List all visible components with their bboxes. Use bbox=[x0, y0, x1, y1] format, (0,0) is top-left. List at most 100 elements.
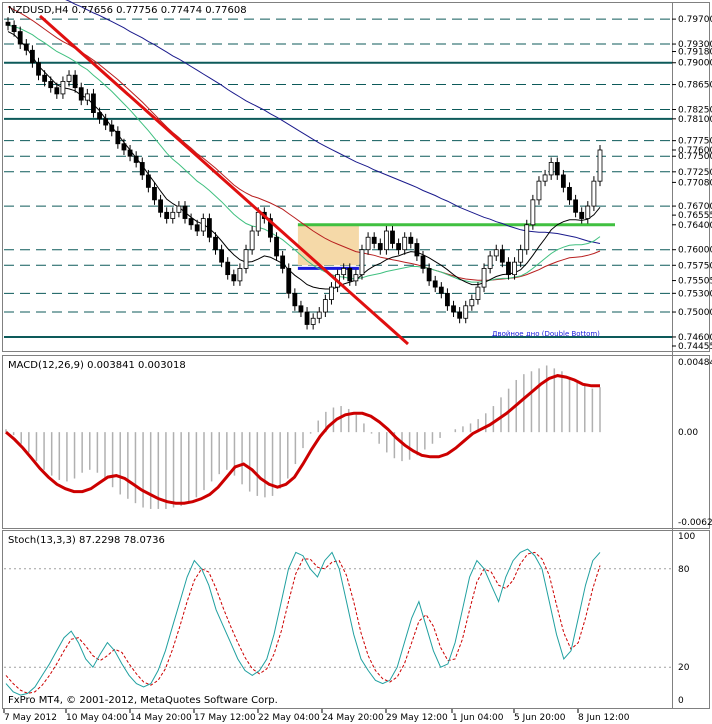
macd-scale-label: 0.00484 bbox=[678, 358, 712, 368]
candle-body bbox=[36, 62, 41, 76]
candle-body bbox=[310, 317, 316, 325]
candle-body bbox=[5, 21, 11, 26]
ma-green-line bbox=[7, 24, 601, 283]
price-label: 0.77080 bbox=[678, 178, 712, 188]
candle-body bbox=[213, 236, 218, 251]
candle-body bbox=[182, 205, 188, 219]
candle-body bbox=[383, 230, 389, 251]
candle-body bbox=[506, 261, 511, 276]
candle-body bbox=[304, 311, 310, 325]
price-levels bbox=[4, 18, 672, 338]
candle-body bbox=[139, 162, 145, 176]
candle-body bbox=[237, 268, 243, 282]
time-label: 17 May 12:00 bbox=[194, 713, 256, 723]
macd-scale-label: -0.00620 bbox=[678, 518, 712, 528]
candle-body bbox=[30, 49, 35, 64]
candle-body bbox=[371, 236, 377, 244]
time-axis: 7 May 2012 10 May 04:00 14 May 20:00 17 May… bbox=[3, 709, 630, 723]
candle-body bbox=[390, 230, 395, 244]
candle-body bbox=[243, 249, 249, 269]
candle-body bbox=[573, 199, 578, 213]
ma-red-line bbox=[7, 6, 601, 281]
stoch-panel bbox=[2, 530, 710, 709]
stoch-scale-label: 100 bbox=[678, 532, 695, 542]
candle-body bbox=[469, 299, 475, 307]
stoch-signal-line bbox=[5, 551, 601, 694]
candle-body bbox=[249, 230, 255, 251]
candle-body bbox=[347, 268, 353, 282]
candle-body bbox=[72, 74, 78, 89]
price-label: 0.77600 bbox=[678, 146, 712, 156]
candle-body bbox=[103, 118, 109, 126]
candle-body bbox=[188, 218, 194, 226]
copyright: FxPro MT4, © 2001-2012, MetaQuotes Softw… bbox=[8, 695, 278, 706]
price-label: 0.76555 bbox=[678, 211, 712, 221]
stoch-scale-label: 20 bbox=[678, 663, 690, 673]
time-label: 10 May 04:00 bbox=[66, 713, 128, 723]
candle-body bbox=[219, 249, 225, 263]
macd-scale-label: 0.00 bbox=[678, 428, 698, 438]
pattern-annotation: Двойное дно (Double Bottom) bbox=[492, 330, 600, 338]
candle-body bbox=[585, 205, 591, 219]
candle-body bbox=[493, 249, 499, 257]
candle-body bbox=[225, 261, 231, 276]
price-label: 0.74455 bbox=[678, 342, 712, 352]
time-label: 8 Jun 12:00 bbox=[578, 713, 630, 723]
price-panel bbox=[2, 2, 710, 352]
candle-body bbox=[359, 249, 365, 276]
candle-body bbox=[353, 274, 359, 282]
price-label: 0.74600 bbox=[678, 333, 712, 343]
candle-body bbox=[518, 249, 524, 263]
candle-body bbox=[560, 174, 566, 188]
price-label: 0.79700 bbox=[678, 15, 712, 25]
stoch-title: Stoch(13,3,3) 87.2298 78.0736 bbox=[8, 535, 165, 546]
candle-body bbox=[322, 299, 328, 313]
candle-body bbox=[341, 268, 347, 276]
candle-body bbox=[457, 311, 463, 319]
candle-body bbox=[396, 243, 401, 251]
price-label: 0.76400 bbox=[678, 221, 712, 231]
candle-body bbox=[463, 305, 469, 319]
candle-body bbox=[54, 87, 60, 95]
price-label: 0.75300 bbox=[678, 289, 712, 299]
candle-body bbox=[451, 305, 456, 313]
candle-body bbox=[542, 174, 548, 182]
price-label: 0.79000 bbox=[678, 59, 712, 69]
candle-body bbox=[365, 236, 371, 251]
candle-body bbox=[377, 243, 383, 251]
time-label: 5 Jun 20:00 bbox=[514, 713, 566, 723]
candle-body bbox=[445, 292, 450, 307]
price-label: 0.77250 bbox=[678, 168, 712, 178]
price-label: 0.75750 bbox=[678, 261, 712, 271]
candle-body bbox=[487, 255, 493, 269]
candle-body bbox=[316, 311, 322, 319]
symbol-title: NZDUSD,H4 0.77656 0.77756 0.77474 0.7760… bbox=[8, 5, 247, 16]
consolidation-box bbox=[297, 224, 359, 266]
candle-body bbox=[164, 211, 170, 219]
macd-title: MACD(12,26,9) 0.003841 0.003018 bbox=[8, 360, 186, 371]
time-label: 14 May 20:00 bbox=[130, 713, 192, 723]
candle-body bbox=[548, 162, 554, 176]
candle-body bbox=[176, 205, 182, 213]
candle-body bbox=[48, 81, 54, 89]
time-label: 24 May 20:00 bbox=[322, 713, 384, 723]
candle-body bbox=[255, 211, 261, 232]
stochastic-indicator: 100 80 20 0 bbox=[4, 532, 695, 706]
candle-body bbox=[158, 199, 163, 213]
price-label: 0.78100 bbox=[678, 115, 712, 125]
price-label: 0.78650 bbox=[678, 81, 712, 91]
candle-body bbox=[133, 155, 139, 163]
candle-body bbox=[11, 24, 17, 32]
candle-body bbox=[145, 174, 151, 188]
candle-body bbox=[280, 255, 286, 269]
price-label: 0.78250 bbox=[678, 105, 712, 115]
candle-body bbox=[127, 149, 133, 157]
candle-body bbox=[481, 268, 487, 288]
price-label: 0.75000 bbox=[678, 308, 712, 318]
candle-body bbox=[121, 143, 127, 151]
candle-body bbox=[579, 211, 585, 219]
candle-body bbox=[60, 81, 66, 95]
price-label: 0.76700 bbox=[678, 202, 712, 212]
